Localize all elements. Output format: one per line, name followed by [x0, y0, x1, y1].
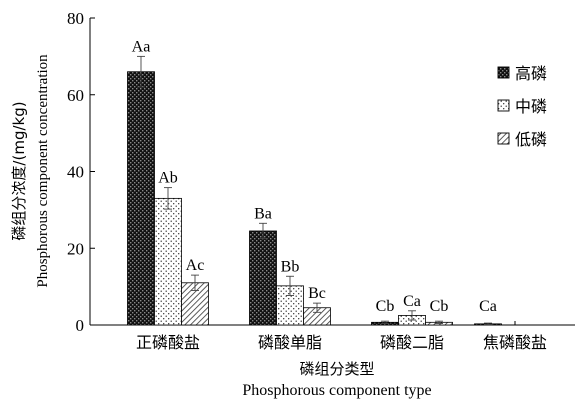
y-tick-label: 20: [67, 239, 84, 258]
y-tick-label: 80: [67, 9, 84, 28]
y-tick-label: 0: [76, 316, 85, 335]
legend-swatch: [497, 66, 510, 79]
legend-label: 低磷: [515, 130, 547, 149]
y-tick-label: 60: [67, 86, 84, 105]
bar: [249, 230, 277, 326]
bar-data-label: Aa: [132, 38, 151, 55]
y-axis-title: 磷组分浓度/(mg/kg): [10, 101, 28, 240]
x-tick-label: 磷酸单脂: [258, 333, 322, 352]
legend-swatch: [497, 99, 510, 112]
x-tick-label: 正磷酸盐: [136, 333, 200, 352]
y-ticks: 0 20 40 60 80: [67, 9, 95, 335]
y-tick-label: 40: [67, 163, 84, 182]
y-axis-title-en: Phosphorous component concentration: [35, 54, 51, 288]
legend-swatch: [497, 132, 510, 145]
bar-data-label: Cb: [376, 298, 395, 315]
x-axis-title-en: Phosphorous component type: [242, 382, 431, 399]
error-bars: [137, 55, 492, 326]
bars: [127, 71, 502, 326]
bar-data-label: Cb: [430, 298, 449, 315]
bar-data-label: Bc: [308, 285, 326, 302]
bar-data-label: Ca: [479, 298, 497, 315]
x-tick-label: 磷酸二脂: [380, 333, 444, 352]
bar-data-label: Ac: [186, 257, 205, 274]
legend-label: 中磷: [515, 97, 547, 116]
legend-label: 高磷: [515, 64, 547, 83]
bar-labels: Aa Ba Cb Ca Ab Bb Ca Ac Bc Cb: [132, 38, 497, 315]
bar-data-label: Bb: [281, 258, 300, 275]
bar-data-label: Ba: [254, 205, 272, 222]
bar: [154, 197, 182, 326]
x-axis-title: 磷组分类型: [299, 360, 374, 378]
bar-data-label: Ab: [158, 170, 178, 187]
x-ticks: 正磷酸盐 磷酸单脂 磷酸二脂 焦磷酸盐: [136, 321, 547, 352]
x-tick-label: 焦磷酸盐: [483, 333, 547, 352]
bar: [127, 71, 155, 326]
bar-data-label: Ca: [403, 293, 421, 310]
